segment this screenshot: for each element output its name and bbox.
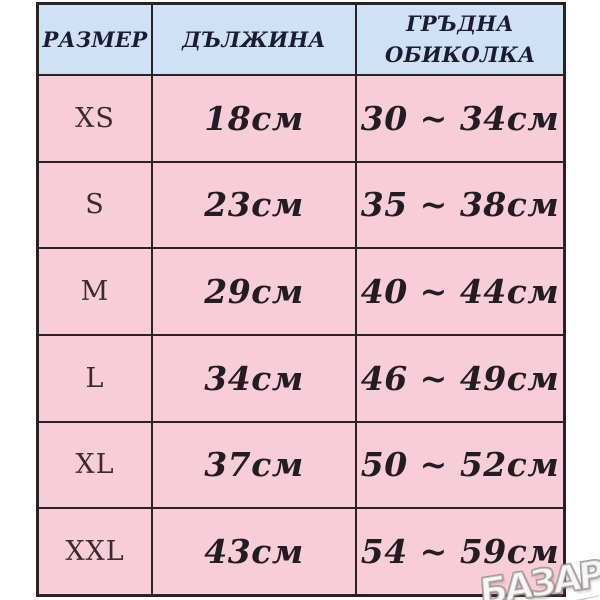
column-header-size: РАЗМЕР [39, 5, 151, 74]
chest-cell: 40 ~ 44см [357, 249, 563, 334]
chest-cell: 30 ~ 34см [357, 76, 563, 161]
length-cell: 34см [153, 335, 355, 421]
size-cell: M [39, 249, 151, 334]
length-cell: 37см [153, 422, 355, 508]
length-cell: 23см [153, 162, 355, 248]
length-cell: 18см [153, 76, 355, 161]
size-cell: XXL [39, 509, 151, 594]
size-cell: S [39, 162, 151, 248]
chest-cell: 54 ~ 59см [357, 509, 563, 594]
size-cell: XL [39, 422, 151, 508]
column-header-chest: ГРЪДНА ОБИКОЛКА [357, 5, 563, 74]
size-cell: XS [39, 76, 151, 161]
column-header-chest-label: ГРЪДНА ОБИКОЛКА [385, 11, 536, 67]
length-cell: 29см [153, 249, 355, 334]
chest-cell: 35 ~ 38см [357, 162, 563, 248]
column-header-length: ДЪЛЖИНА [153, 5, 355, 74]
size-cell: L [39, 335, 151, 421]
length-cell: 43см [153, 509, 355, 594]
chest-cell: 46 ~ 49см [357, 335, 563, 421]
chest-cell: 50 ~ 52см [357, 422, 563, 508]
size-table: РАЗМЕР ДЪЛЖИНА ГРЪДНА ОБИКОЛКА XS 18см 3… [36, 2, 566, 597]
